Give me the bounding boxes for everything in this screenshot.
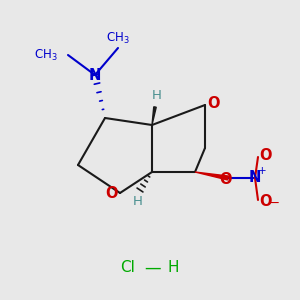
Text: N: N — [249, 170, 261, 185]
Text: +: + — [258, 166, 266, 176]
Text: H: H — [133, 195, 143, 208]
Text: O: O — [259, 194, 271, 208]
Text: −: − — [268, 196, 280, 209]
Text: O: O — [259, 148, 271, 164]
Text: H: H — [167, 260, 179, 275]
Polygon shape — [195, 172, 228, 180]
Text: —: — — [145, 259, 161, 277]
Text: CH$_3$: CH$_3$ — [106, 31, 130, 46]
Text: O: O — [106, 187, 118, 202]
Text: N: N — [89, 68, 101, 82]
Text: H: H — [152, 89, 162, 102]
Text: CH$_3$: CH$_3$ — [34, 47, 58, 63]
Polygon shape — [152, 107, 156, 125]
Text: Cl: Cl — [121, 260, 135, 275]
Text: O: O — [207, 97, 219, 112]
Text: O: O — [220, 172, 232, 188]
